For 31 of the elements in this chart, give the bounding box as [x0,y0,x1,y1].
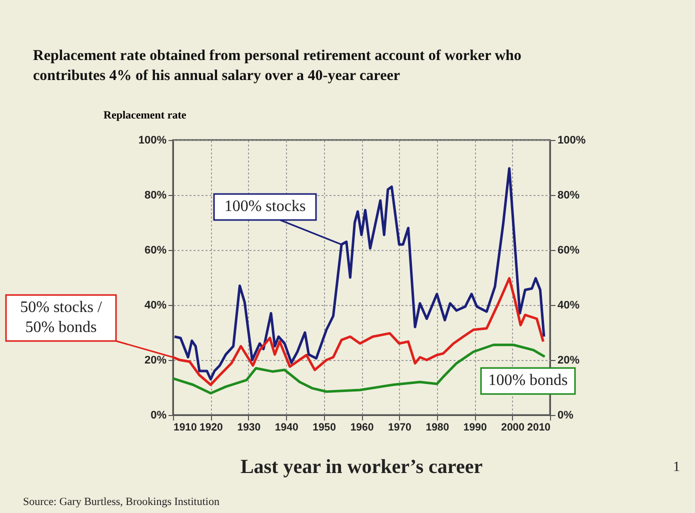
x-tick-label: 1910 [174,422,198,434]
y2-tick-label: 100% [558,134,586,146]
y-tick-label: 80% [144,190,167,202]
text: 1 [673,460,680,475]
x-tick-label: 1920 [200,422,224,434]
y-tick-label: 40% [144,300,167,312]
y2-tick-label: 40% [558,300,580,312]
x-tick-label: 1930 [237,422,261,434]
series-label: 100% bonds [488,372,568,389]
text: 100% stocks [224,198,306,215]
x-tick-label: 1950 [312,422,336,434]
x-axis-title: Last year in worker’s career [240,456,483,478]
y-tick-label: 0% [150,410,167,422]
y2-tick-label: 80% [558,190,580,202]
y-tick-label: 60% [144,244,167,256]
y2-tick-label: 20% [558,354,580,366]
y-tick-label: 100% [138,134,167,146]
y-axis-title: Replacement rate [104,110,186,122]
chart-title: Replacement rate obtained from personal retirement account of worker who contributes 4% of his annual salary over a 40-year career [33,48,522,84]
x-tick-label: 2000 [501,422,525,434]
x-tick-label: 1960 [350,422,374,434]
text: 50% stocks / 50% bonds [20,299,102,336]
x-tick-label: 1990 [463,422,487,434]
y-tick-label: 20% [144,354,167,366]
y2-tick-label: 60% [558,244,580,256]
x-tick-label: 1980 [426,422,450,434]
x-tick-label: 2010 [527,422,551,434]
x-tick-label: 1940 [274,422,298,434]
y2-tick-label: 0% [558,410,574,422]
source-note: Source: Gary Burtless, Brookings Institution [23,496,220,508]
x-tick-label: 1970 [388,422,412,434]
